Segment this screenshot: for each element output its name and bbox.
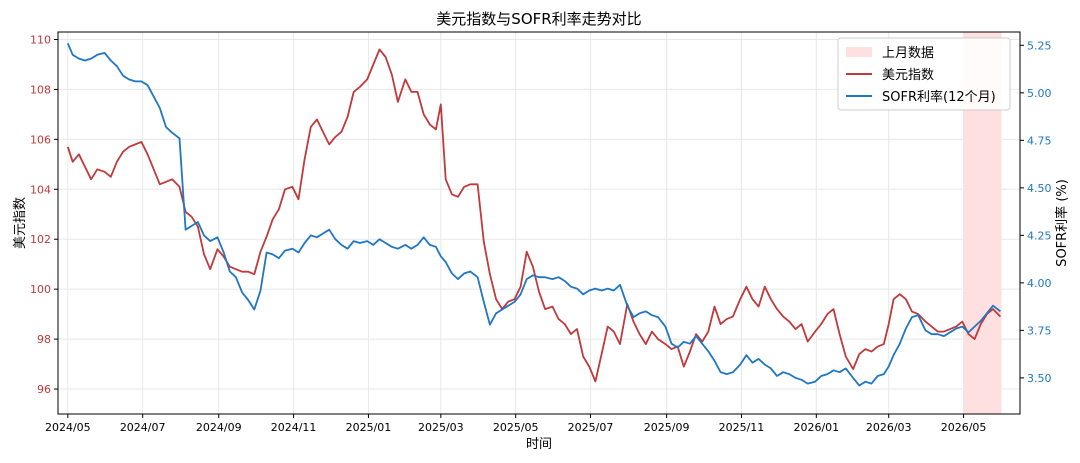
x-tick-label: 2025/03 (418, 421, 464, 434)
legend-label-sofr: SOFR利率(12个月) (882, 89, 996, 105)
y-axis-left-label: 美元指数 (13, 197, 28, 249)
x-tick-label: 2026/03 (866, 421, 912, 434)
plot-frame (57, 31, 1021, 415)
legend-label-shade: 上月数据 (882, 46, 934, 61)
x-tick-label: 2024/05 (45, 421, 91, 434)
y-axis-right-label: SOFR利率 (%) (1054, 179, 1070, 267)
x-tick-label: 2024/11 (271, 421, 317, 434)
y-left-tick-label: 96 (37, 383, 51, 396)
y-right-tick-label: 4.00 (1027, 277, 1052, 290)
x-tick-label: 2025/09 (644, 421, 690, 434)
legend-label-dxy: 美元指数 (882, 68, 934, 83)
y-right-tick-label: 3.50 (1027, 372, 1052, 385)
y-right-tick-label: 5.25 (1027, 39, 1052, 52)
x-tick-label: 2024/09 (196, 421, 242, 434)
x-tick-label: 2025/07 (568, 421, 614, 434)
legend-swatch-shade (846, 47, 872, 57)
x-axis-label: 时间 (526, 437, 552, 452)
legend-box (837, 37, 1011, 111)
series-layer (66, 43, 1002, 387)
y-left-tick-label: 102 (30, 233, 51, 246)
chart-title: 美元指数与SOFR利率走势对比 (436, 10, 641, 28)
x-tick-label: 2026/05 (941, 421, 987, 434)
x-tick-label: 2025/11 (719, 421, 765, 434)
x-tick-label: 2024/07 (120, 421, 166, 434)
y-right-tick-label: 4.75 (1027, 134, 1052, 147)
series-line-dxy (66, 48, 1002, 383)
series-line-sofr (66, 43, 1001, 387)
y-left-tick-label: 98 (37, 333, 51, 346)
y-left-tick-label: 110 (30, 33, 51, 46)
y-left-tick-label: 100 (30, 283, 51, 296)
y-left-tick-label: 104 (30, 183, 51, 196)
y-right-tick-label: 4.25 (1027, 229, 1052, 242)
x-tick-label: 2025/05 (493, 421, 539, 434)
y-right-tick-label: 4.50 (1027, 182, 1052, 195)
x-tick-label: 2025/01 (346, 421, 392, 434)
axes-layer: 2024/05 2024/07 2024/09 2024/11 2025/01 2025/… (30, 31, 1052, 434)
y-left-tick-label: 108 (30, 83, 51, 96)
y-right-tick-label: 3.75 (1027, 324, 1052, 337)
y-right-tick-label: 5.00 (1027, 87, 1052, 100)
x-tick-label: 2026/01 (793, 421, 839, 434)
y-left-tick-label: 106 (30, 133, 51, 146)
